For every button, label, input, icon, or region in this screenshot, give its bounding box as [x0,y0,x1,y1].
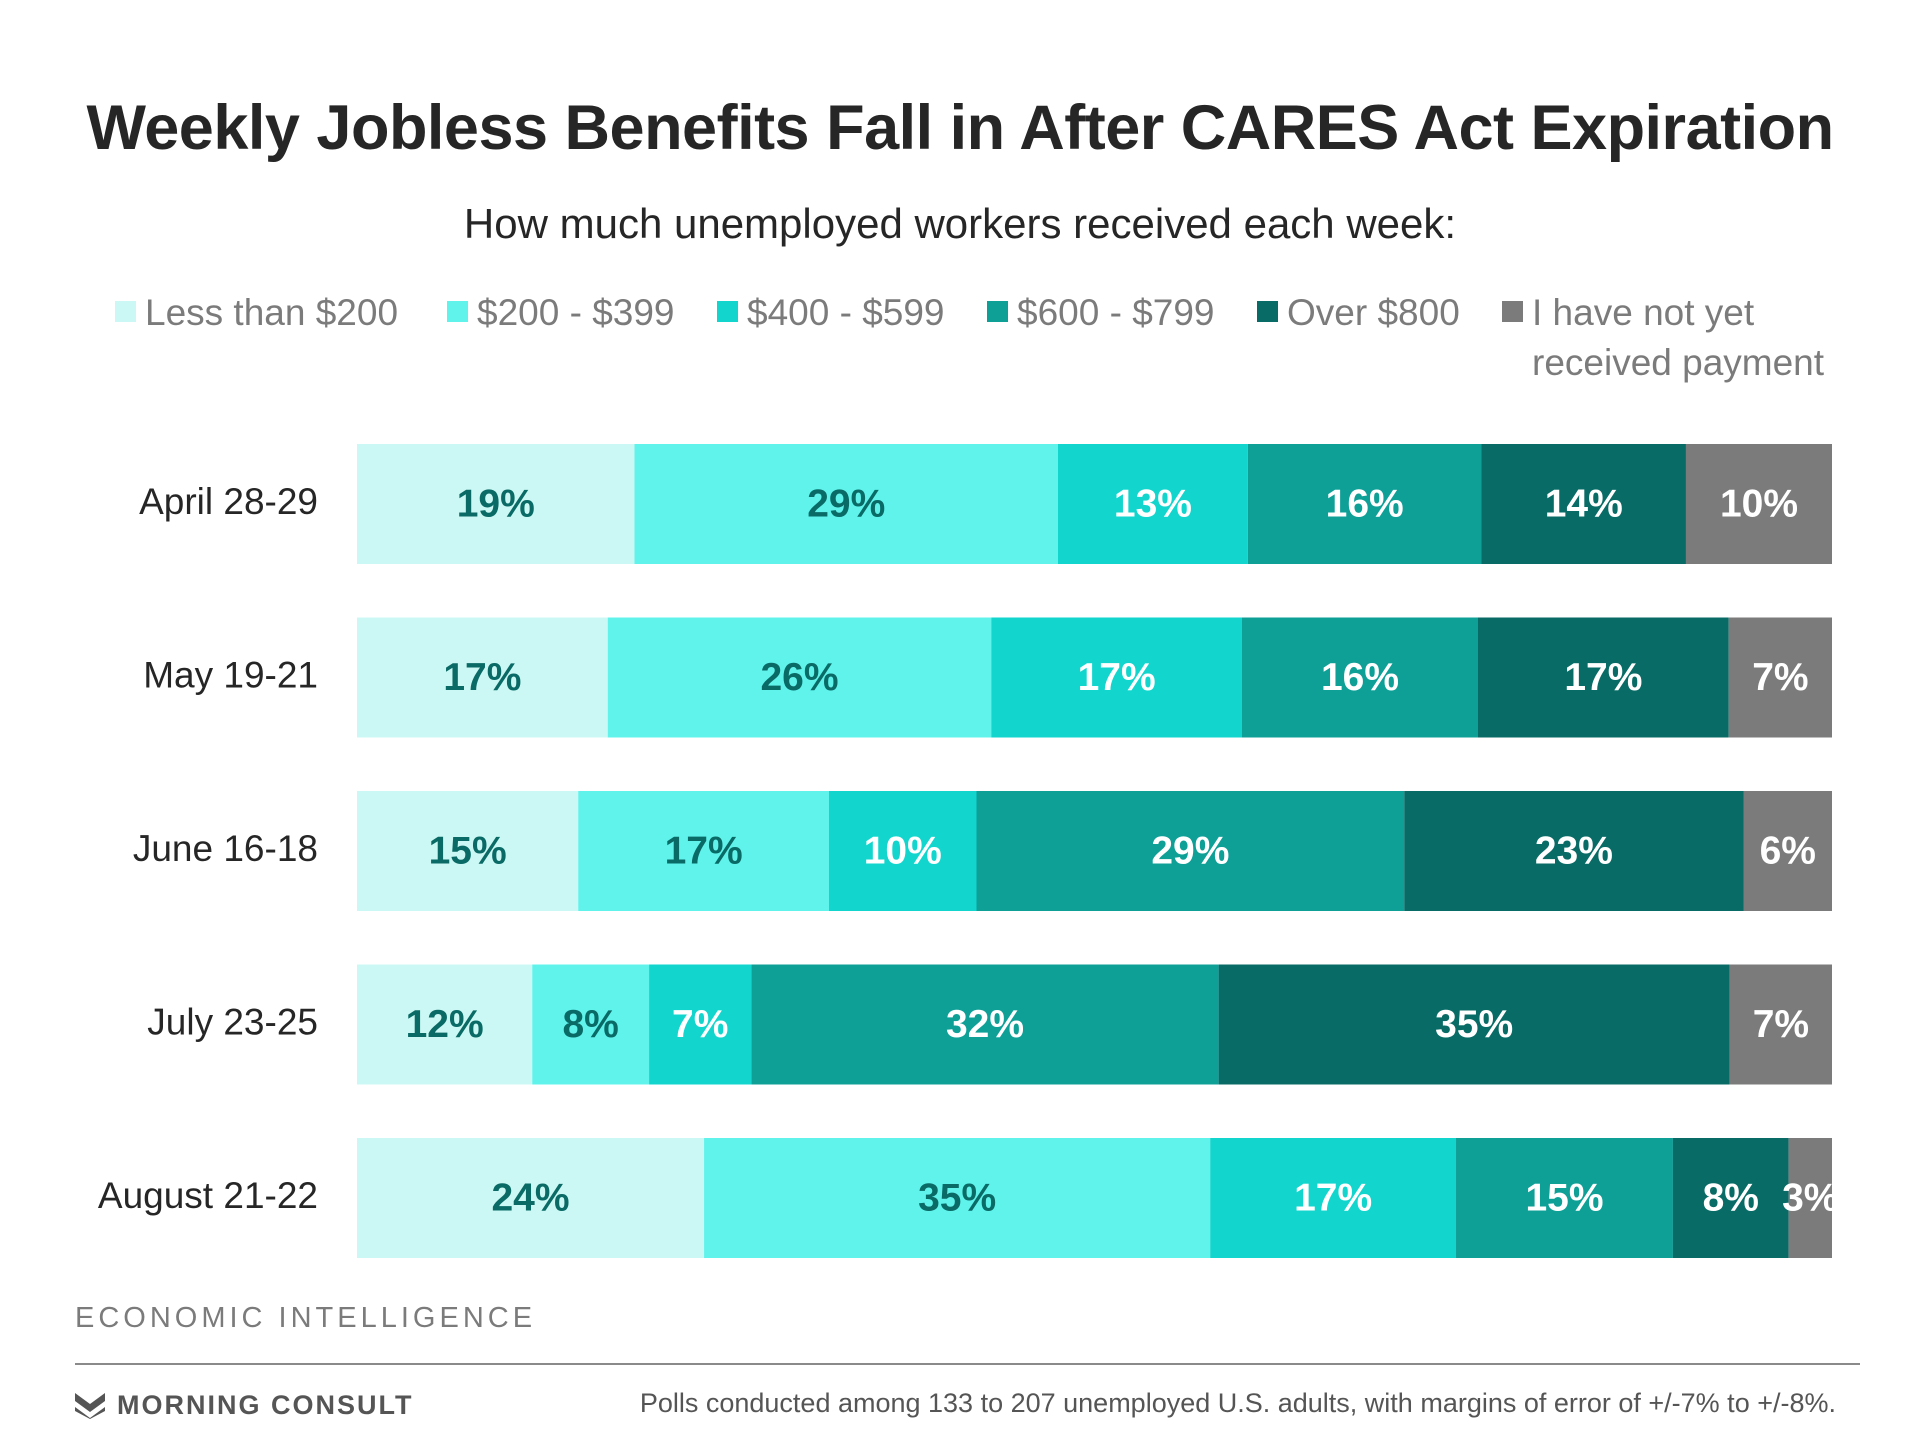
brand-name: MORNING CONSULT [117,1390,414,1420]
bar-segment [1478,617,1729,738]
data-label: 17% [1078,656,1156,699]
footnote: Polls conducted among 133 to 207 unemplo… [639,1388,1836,1418]
bar-segment [1481,444,1686,564]
data-label: 26% [760,656,838,699]
bar-segment [357,444,635,564]
data-label: 12% [406,1003,484,1046]
data-label: 7% [1752,656,1808,699]
data-label: 15% [429,829,507,872]
bar-segment [976,791,1405,911]
legend-item-600-799: $600 - $799 [987,288,1337,338]
data-label: 6% [1760,829,1816,872]
legend-item-200-399: $200 - $399 [447,288,797,338]
bar-segment [1210,1138,1457,1258]
data-label: 3% [1782,1176,1838,1219]
data-label: 19% [457,482,535,525]
bar-segment [634,444,1058,564]
legend-item-400-599: $400 - $599 [717,288,1067,338]
bar-segment [1743,791,1832,911]
legend-item-not-yet-received: I have not yet received payment [1502,288,1877,388]
bar-segment [1456,1138,1673,1258]
chart-title: Weekly Jobless Benefits Fall in After CA… [86,93,1834,163]
category-label: June 16-18 [133,828,318,869]
section-label: ECONOMIC INTELLIGENCE [75,1302,537,1334]
data-label: 10% [1720,482,1798,525]
legend-item-over-800: Over $800 [1257,288,1607,338]
legend-label: $600 - $799 [1017,292,1215,333]
bar-segment [1404,791,1744,911]
data-label: 7% [672,1003,728,1046]
data-label: 8% [1703,1176,1759,1219]
legend: Less than $200 $200 - $399 $400 - $599 $… [0,288,1920,398]
bar-segment [1218,964,1730,1085]
morning-consult-logo: MORNING CONSULT [75,1390,413,1421]
category-label: May 19-21 [143,654,318,695]
data-label: 29% [1151,829,1229,872]
data-label: 14% [1545,482,1623,525]
bar-segment [704,1138,1211,1258]
bar-segment [1788,1138,1832,1258]
bar-segment [357,617,608,738]
legend-swatch [987,301,1008,322]
bar-segment [991,617,1242,738]
data-label: 10% [864,829,942,872]
bar-segment [578,791,829,911]
data-label: 23% [1535,829,1613,872]
data-label: 13% [1114,482,1192,525]
legend-swatch [115,301,136,322]
data-label: 32% [946,1003,1024,1046]
data-label: 17% [665,829,743,872]
bar-segment [532,964,650,1085]
bar-segment [1685,444,1832,564]
bar-segment [1057,444,1248,564]
data-label: 8% [562,1003,618,1046]
legend-swatch [1257,301,1278,322]
legend-item-less-than-200: Less than $200 [115,288,465,338]
legend-label: $200 - $399 [477,292,675,333]
bar-segment [1672,1138,1789,1258]
data-label: 35% [1435,1003,1513,1046]
bar-segment [751,964,1219,1085]
bar-segment [1729,964,1832,1085]
legend-swatch [447,301,468,322]
legend-label: $400 - $599 [747,292,945,333]
chevron-logo-icon [75,1392,105,1419]
category-label: August 21-22 [98,1175,318,1216]
legend-label: Over $800 [1287,292,1460,333]
legend-swatch [1502,301,1523,322]
data-label: 7% [1753,1003,1809,1046]
bar-segment [357,964,533,1085]
data-label: 29% [807,482,885,525]
data-label: 16% [1321,656,1399,699]
data-label: 16% [1326,482,1404,525]
bar-segment [1242,617,1478,738]
data-label: 17% [1294,1176,1372,1219]
data-label: 24% [491,1176,569,1219]
footer-divider [75,1363,1860,1365]
bar-segment [607,617,992,738]
data-label: 35% [918,1176,996,1219]
chart-subtitle: How much unemployed workers received eac… [463,200,1457,247]
category-label: July 23-25 [147,1001,318,1042]
bar-segment [1247,444,1482,564]
bar-segment [357,791,579,911]
bar-segment [649,964,752,1085]
data-label: 17% [1564,656,1642,699]
legend-label: I have not yet received payment [1532,292,1825,383]
category-label: April 28-29 [139,481,318,522]
legend-label: Less than $200 [145,292,399,333]
bar-segment [1728,617,1832,738]
bar-segment [357,1138,705,1258]
stacked-bar-chart: April 28-29 19% 29% 13% 16% 14% 10% May 19-21 17… [97,444,1838,1258]
legend-swatch [717,301,738,322]
bar-segment [829,791,977,911]
data-label: 17% [443,656,521,699]
data-label: 15% [1525,1176,1603,1219]
